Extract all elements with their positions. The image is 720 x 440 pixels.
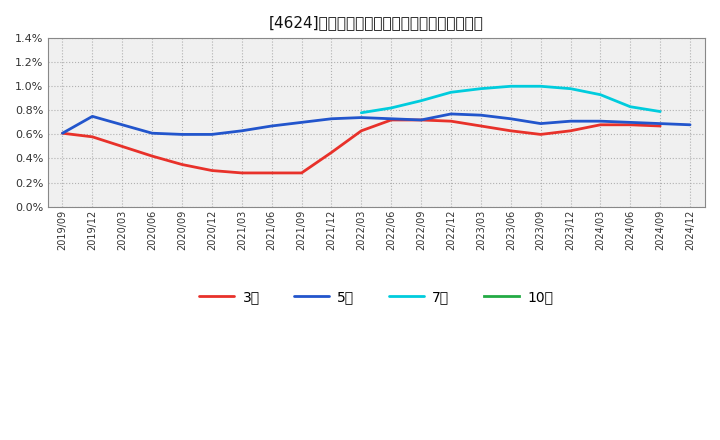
5年: [626, 120, 634, 125]
5年: [446, 111, 455, 117]
5年: [685, 122, 694, 128]
5年: [656, 121, 665, 126]
3年: [88, 134, 96, 139]
5年: [566, 118, 575, 124]
7年: [387, 105, 395, 110]
5年: [148, 131, 156, 136]
3年: [267, 170, 276, 176]
3年: [118, 144, 127, 149]
7年: [477, 86, 485, 92]
3年: [477, 123, 485, 128]
3年: [506, 128, 515, 133]
Title: [4624]　当期純利益マージンの標準偏差の推移: [4624] 当期純利益マージンの標準偏差の推移: [269, 15, 484, 30]
3年: [656, 123, 665, 128]
7年: [357, 110, 366, 115]
3年: [238, 170, 246, 176]
3年: [207, 168, 216, 173]
5年: [596, 118, 605, 124]
7年: [536, 84, 545, 89]
5年: [267, 123, 276, 128]
5年: [506, 116, 515, 121]
7年: [626, 104, 634, 110]
5年: [477, 113, 485, 118]
7年: [596, 92, 605, 97]
3年: [566, 128, 575, 133]
7年: [417, 98, 426, 103]
7年: [446, 90, 455, 95]
7年: [566, 86, 575, 92]
5年: [118, 122, 127, 128]
5年: [207, 132, 216, 137]
3年: [626, 122, 634, 128]
3年: [417, 117, 426, 123]
3年: [327, 150, 336, 155]
3年: [446, 118, 455, 124]
5年: [178, 132, 186, 137]
3年: [387, 117, 395, 123]
Line: 7年: 7年: [361, 86, 660, 113]
5年: [58, 131, 67, 136]
5年: [536, 121, 545, 126]
3年: [58, 131, 67, 136]
5年: [88, 114, 96, 119]
Legend: 3年, 5年, 7年, 10年: 3年, 5年, 7年, 10年: [194, 284, 559, 309]
5年: [357, 115, 366, 120]
3年: [297, 170, 306, 176]
3年: [536, 132, 545, 137]
5年: [238, 128, 246, 133]
3年: [357, 128, 366, 133]
3年: [178, 162, 186, 167]
5年: [417, 117, 426, 123]
7年: [506, 84, 515, 89]
3年: [596, 122, 605, 128]
7年: [656, 109, 665, 114]
5年: [327, 116, 336, 121]
3年: [148, 154, 156, 159]
Line: 5年: 5年: [63, 114, 690, 134]
5年: [387, 116, 395, 121]
5年: [297, 120, 306, 125]
Line: 3年: 3年: [63, 120, 660, 173]
